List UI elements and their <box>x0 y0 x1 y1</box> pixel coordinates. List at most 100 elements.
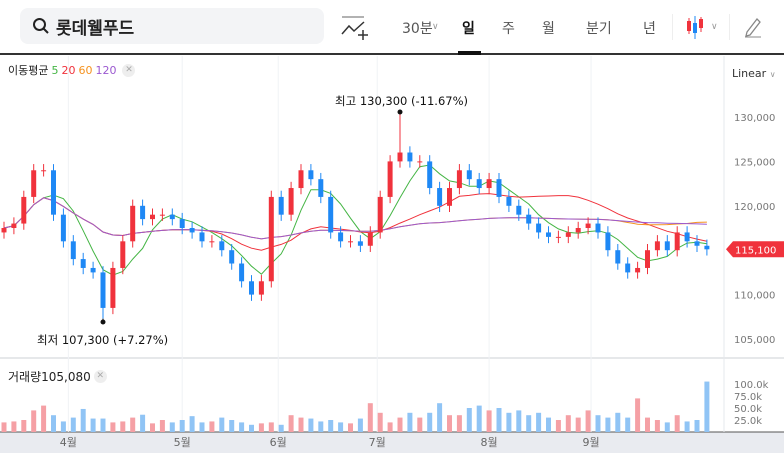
volume-tick-label: 25.0k <box>734 416 762 427</box>
candle <box>199 232 205 242</box>
volume-bar <box>357 418 363 432</box>
volume-bar <box>150 423 155 432</box>
volume-bar <box>605 417 611 432</box>
volume-bar <box>575 417 581 432</box>
candle <box>496 179 502 197</box>
volume-bar <box>229 420 235 432</box>
tab-week[interactable]: 주 <box>502 21 515 37</box>
chevron-down-icon[interactable]: ∨ <box>711 22 718 32</box>
candle <box>41 170 47 172</box>
tab-quarter[interactable]: 분기 <box>586 21 612 37</box>
search-box[interactable]: 롯데웰푸드 <box>20 8 324 44</box>
volume-bar <box>328 420 334 432</box>
candle <box>555 236 561 238</box>
volume-bar <box>130 417 136 432</box>
x-tick-label: 8월 <box>481 436 498 449</box>
candle <box>229 250 235 264</box>
x-tick-label: 7월 <box>369 436 386 449</box>
volume-bar <box>595 415 601 432</box>
candle <box>11 223 17 228</box>
candle <box>546 232 551 237</box>
candle <box>605 232 611 251</box>
current-price-label: 115,100 <box>735 245 776 256</box>
tab-month[interactable]: 월 <box>542 21 555 37</box>
search-input[interactable]: 롯데웰푸드 <box>56 18 135 39</box>
volume-bar <box>51 415 56 432</box>
volume-bar <box>387 422 393 432</box>
volume-bar <box>140 414 146 432</box>
candle <box>456 170 462 189</box>
candle <box>704 245 710 250</box>
tab-year[interactable]: 년 <box>643 21 656 37</box>
chevron-down-icon[interactable]: ∨ <box>432 22 439 32</box>
volume-bar <box>625 417 631 432</box>
candle <box>1 228 7 233</box>
candle <box>249 281 254 295</box>
volume-bar <box>417 417 423 432</box>
y-tick-label: 120,000 <box>734 202 775 213</box>
volume-bar <box>209 421 215 432</box>
candlestick-type-icon[interactable] <box>684 14 708 40</box>
candle <box>357 241 363 246</box>
add-indicator-icon[interactable] <box>340 14 370 44</box>
candle <box>90 267 96 273</box>
candle <box>417 161 423 163</box>
volume-bar <box>11 421 17 432</box>
candle <box>427 161 433 189</box>
candle <box>397 152 403 162</box>
volume-bar <box>80 408 86 432</box>
volume-bar <box>615 412 621 432</box>
volume-legend: 거래량 105,080 ✕ <box>8 368 107 385</box>
x-tick-label: 5월 <box>174 436 191 449</box>
candle <box>209 241 215 243</box>
candle <box>694 241 700 246</box>
high-annotation: 최고 130,300 (-11.67%) <box>335 94 468 108</box>
volume-bar <box>506 412 512 432</box>
close-icon[interactable]: ✕ <box>93 370 107 383</box>
volume-bar <box>496 408 502 432</box>
scale-select[interactable]: Linear ∨ <box>732 67 776 80</box>
tab-30min[interactable]: 30분 <box>402 21 433 37</box>
x-tick-label: 4월 <box>60 436 77 449</box>
candle <box>585 223 591 228</box>
volume-bar <box>466 408 472 432</box>
candle <box>130 205 136 242</box>
candle <box>110 267 116 308</box>
candle <box>189 228 195 233</box>
candle <box>288 188 294 215</box>
candle <box>565 232 571 237</box>
volume-bar <box>486 410 492 432</box>
candle <box>654 241 660 251</box>
y-tick-label: 110,000 <box>734 291 775 302</box>
candle <box>595 223 601 233</box>
close-icon[interactable]: ✕ <box>122 63 136 77</box>
volume-bar <box>70 417 76 432</box>
header: 롯데웰푸드 30분 ∨ 일 주 월 분기 년 ∨ <box>0 0 784 55</box>
volume-bar <box>348 423 353 432</box>
candle <box>338 232 344 242</box>
candle <box>298 170 304 189</box>
candle <box>239 263 245 282</box>
moving-average-legend: 이동평균 5 20 60 120 ✕ <box>8 62 136 78</box>
high-marker-dot <box>397 109 403 115</box>
volume-bar <box>169 422 175 432</box>
divider <box>729 14 730 40</box>
candle <box>575 228 581 233</box>
volume-bar <box>704 381 710 432</box>
volume-bar <box>258 423 264 432</box>
candle <box>506 196 512 206</box>
candle <box>268 196 274 282</box>
tab-day[interactable]: 일 <box>462 21 475 37</box>
volume-tick-label: 100.0k <box>734 380 769 391</box>
scale-label: Linear <box>732 67 767 80</box>
volume-bar <box>189 416 195 432</box>
volume-bar <box>41 405 47 432</box>
volume-bar <box>645 417 650 432</box>
volume-bar <box>664 422 670 432</box>
candle <box>466 170 472 180</box>
candle <box>100 272 106 308</box>
pencil-icon[interactable] <box>743 16 763 38</box>
ma-5: 5 <box>51 63 59 77</box>
volume-bar <box>377 412 383 432</box>
